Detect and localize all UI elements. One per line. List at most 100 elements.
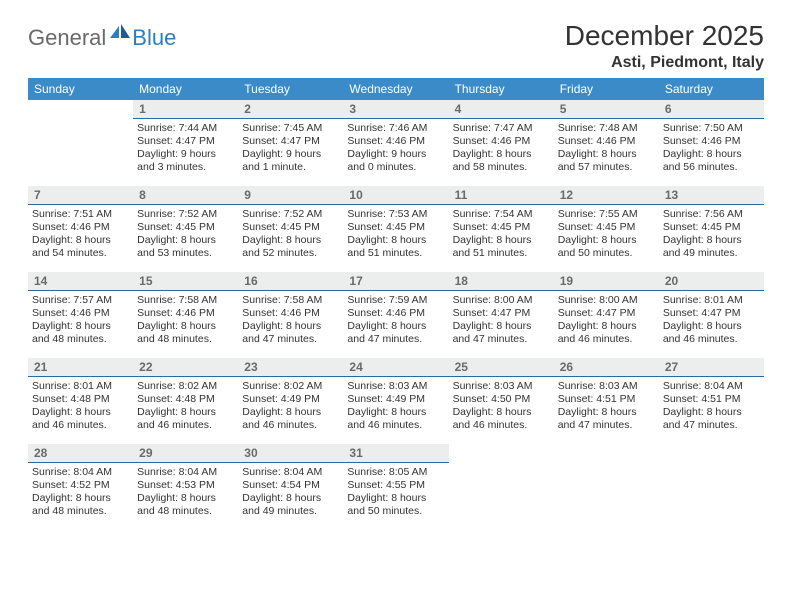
day-detail-line: Sunrise: 8:00 AM	[558, 294, 655, 307]
day-details: Sunrise: 7:52 AMSunset: 4:45 PMDaylight:…	[133, 205, 238, 267]
day-detail-line: Sunset: 4:51 PM	[558, 393, 655, 406]
day-detail-line: Sunset: 4:47 PM	[663, 307, 760, 320]
day-detail-line: and 50 minutes.	[347, 505, 444, 518]
day-detail-line: Sunrise: 7:54 AM	[453, 208, 550, 221]
day-detail-line: Sunset: 4:50 PM	[453, 393, 550, 406]
day-detail-line: Daylight: 8 hours	[32, 492, 129, 505]
day-detail-line: Sunrise: 8:02 AM	[242, 380, 339, 393]
day-number: 18	[449, 272, 554, 291]
day-detail-line: and 47 minutes.	[558, 419, 655, 432]
day-detail-line: Sunset: 4:53 PM	[137, 479, 234, 492]
day-number: 30	[238, 444, 343, 463]
calendar-cell: 10Sunrise: 7:53 AMSunset: 4:45 PMDayligh…	[343, 186, 448, 272]
day-detail-line: Daylight: 8 hours	[137, 406, 234, 419]
calendar-page: General Blue December 2025 Asti, Piedmon…	[0, 0, 792, 530]
day-detail-line: and 46 minutes.	[242, 419, 339, 432]
day-detail-line: Sunrise: 7:57 AM	[32, 294, 129, 307]
day-details: Sunrise: 7:55 AMSunset: 4:45 PMDaylight:…	[554, 205, 659, 267]
day-detail-line: Daylight: 8 hours	[137, 234, 234, 247]
calendar-cell: 15Sunrise: 7:58 AMSunset: 4:46 PMDayligh…	[133, 272, 238, 358]
day-number: 3	[343, 100, 448, 119]
day-details: Sunrise: 7:50 AMSunset: 4:46 PMDaylight:…	[659, 119, 764, 181]
day-detail-line: Daylight: 8 hours	[663, 320, 760, 333]
day-detail-line: Sunrise: 7:52 AM	[242, 208, 339, 221]
day-detail-line: Daylight: 8 hours	[663, 234, 760, 247]
day-detail-line: Daylight: 8 hours	[347, 320, 444, 333]
day-details: Sunrise: 8:02 AMSunset: 4:48 PMDaylight:…	[133, 377, 238, 439]
calendar-cell: 7Sunrise: 7:51 AMSunset: 4:46 PMDaylight…	[28, 186, 133, 272]
day-detail-line: Sunset: 4:45 PM	[453, 221, 550, 234]
day-detail-line: Daylight: 9 hours	[242, 148, 339, 161]
day-detail-line: Sunset: 4:46 PM	[663, 135, 760, 148]
calendar-week-row: 28Sunrise: 8:04 AMSunset: 4:52 PMDayligh…	[28, 444, 764, 530]
day-detail-line: Daylight: 8 hours	[558, 234, 655, 247]
day-details: Sunrise: 8:02 AMSunset: 4:49 PMDaylight:…	[238, 377, 343, 439]
calendar-cell: 1Sunrise: 7:44 AMSunset: 4:47 PMDaylight…	[133, 100, 238, 186]
calendar-cell: 21Sunrise: 8:01 AMSunset: 4:48 PMDayligh…	[28, 358, 133, 444]
day-detail-line: Daylight: 8 hours	[558, 406, 655, 419]
day-detail-line: and 46 minutes.	[453, 419, 550, 432]
day-number: 27	[659, 358, 764, 377]
day-detail-line: Sunset: 4:48 PM	[137, 393, 234, 406]
day-detail-line: and 58 minutes.	[453, 161, 550, 174]
day-details: Sunrise: 7:47 AMSunset: 4:46 PMDaylight:…	[449, 119, 554, 181]
day-detail-line: Daylight: 8 hours	[558, 148, 655, 161]
day-detail-line: Sunrise: 7:56 AM	[663, 208, 760, 221]
day-detail-line: Sunrise: 8:04 AM	[242, 466, 339, 479]
day-detail-line: Sunrise: 7:52 AM	[137, 208, 234, 221]
day-detail-line: and 50 minutes.	[558, 247, 655, 260]
day-detail-line: Sunset: 4:46 PM	[32, 221, 129, 234]
day-number: 16	[238, 272, 343, 291]
day-detail-line: Sunset: 4:47 PM	[558, 307, 655, 320]
day-detail-line: and 47 minutes.	[242, 333, 339, 346]
day-detail-line: Sunrise: 7:58 AM	[242, 294, 339, 307]
day-details: Sunrise: 7:54 AMSunset: 4:45 PMDaylight:…	[449, 205, 554, 267]
weekday-header: Monday	[133, 78, 238, 100]
calendar-cell	[554, 444, 659, 530]
calendar-cell: 16Sunrise: 7:58 AMSunset: 4:46 PMDayligh…	[238, 272, 343, 358]
day-details: Sunrise: 8:05 AMSunset: 4:55 PMDaylight:…	[343, 463, 448, 525]
day-detail-line: and 51 minutes.	[453, 247, 550, 260]
calendar-cell: 5Sunrise: 7:48 AMSunset: 4:46 PMDaylight…	[554, 100, 659, 186]
day-detail-line: Sunset: 4:46 PM	[347, 307, 444, 320]
logo-text-general: General	[28, 25, 106, 51]
calendar-cell: 19Sunrise: 8:00 AMSunset: 4:47 PMDayligh…	[554, 272, 659, 358]
calendar-cell: 14Sunrise: 7:57 AMSunset: 4:46 PMDayligh…	[28, 272, 133, 358]
day-detail-line: Sunrise: 7:50 AM	[663, 122, 760, 135]
day-detail-line: Sunset: 4:46 PM	[32, 307, 129, 320]
day-number: 7	[28, 186, 133, 205]
day-detail-line: and 0 minutes.	[347, 161, 444, 174]
calendar-cell: 30Sunrise: 8:04 AMSunset: 4:54 PMDayligh…	[238, 444, 343, 530]
day-detail-line: Daylight: 8 hours	[242, 320, 339, 333]
calendar-week-row: 14Sunrise: 7:57 AMSunset: 4:46 PMDayligh…	[28, 272, 764, 358]
day-number: 6	[659, 100, 764, 119]
day-detail-line: Sunset: 4:46 PM	[347, 135, 444, 148]
day-detail-line: Sunset: 4:46 PM	[137, 307, 234, 320]
day-details: Sunrise: 7:48 AMSunset: 4:46 PMDaylight:…	[554, 119, 659, 181]
day-details: Sunrise: 8:00 AMSunset: 4:47 PMDaylight:…	[449, 291, 554, 353]
day-detail-line: and 57 minutes.	[558, 161, 655, 174]
day-detail-line: and 3 minutes.	[137, 161, 234, 174]
day-number: 25	[449, 358, 554, 377]
calendar-cell: 4Sunrise: 7:47 AMSunset: 4:46 PMDaylight…	[449, 100, 554, 186]
day-detail-line: and 46 minutes.	[558, 333, 655, 346]
day-detail-line: and 46 minutes.	[347, 419, 444, 432]
day-detail-line: Sunset: 4:47 PM	[453, 307, 550, 320]
day-detail-line: Daylight: 8 hours	[137, 492, 234, 505]
weekday-header: Saturday	[659, 78, 764, 100]
calendar-cell: 31Sunrise: 8:05 AMSunset: 4:55 PMDayligh…	[343, 444, 448, 530]
weekday-header-row: SundayMondayTuesdayWednesdayThursdayFrid…	[28, 78, 764, 100]
page-header: General Blue December 2025 Asti, Piedmon…	[28, 20, 764, 72]
calendar-cell: 17Sunrise: 7:59 AMSunset: 4:46 PMDayligh…	[343, 272, 448, 358]
month-title: December 2025	[565, 20, 764, 52]
day-detail-line: Sunrise: 8:04 AM	[137, 466, 234, 479]
day-detail-line: Daylight: 8 hours	[137, 320, 234, 333]
day-details: Sunrise: 8:03 AMSunset: 4:49 PMDaylight:…	[343, 377, 448, 439]
day-detail-line: Sunrise: 7:44 AM	[137, 122, 234, 135]
calendar-cell: 2Sunrise: 7:45 AMSunset: 4:47 PMDaylight…	[238, 100, 343, 186]
calendar-cell: 8Sunrise: 7:52 AMSunset: 4:45 PMDaylight…	[133, 186, 238, 272]
day-detail-line: Daylight: 8 hours	[453, 234, 550, 247]
calendar-cell: 9Sunrise: 7:52 AMSunset: 4:45 PMDaylight…	[238, 186, 343, 272]
day-number: 11	[449, 186, 554, 205]
day-detail-line: Sunset: 4:45 PM	[137, 221, 234, 234]
